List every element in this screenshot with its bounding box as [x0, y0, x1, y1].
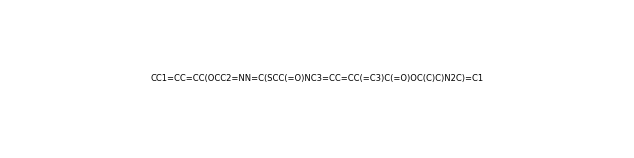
Text: CC1=CC=CC(OCC2=NN=C(SCC(=O)NC3=CC=CC(=C3)C(=O)OC(C)C)N2C)=C1: CC1=CC=CC(OCC2=NN=C(SCC(=O)NC3=CC=CC(=C3…: [150, 75, 484, 83]
